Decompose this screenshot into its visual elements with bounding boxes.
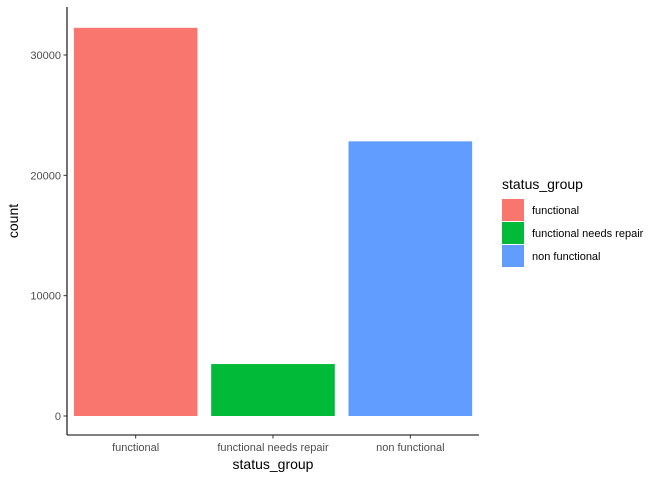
- x-tick-label: functional: [112, 442, 159, 454]
- legend-key-non-functional: [502, 245, 524, 267]
- legend-key-functional: [502, 199, 524, 221]
- y-tick-label: 10000: [30, 291, 61, 303]
- bar-non-functional: [348, 141, 473, 416]
- bar-functional-needs-repair: [211, 364, 335, 416]
- y-tick-label: 20000: [30, 170, 61, 182]
- legend-label: non functional: [532, 251, 601, 263]
- bars-layer: [73, 27, 473, 416]
- x-tick-label: non functional: [376, 442, 445, 454]
- legend-key-functional-needs-repair: [502, 222, 524, 244]
- legend-title: status_group: [502, 176, 583, 192]
- y-tick-label: 30000: [30, 50, 61, 62]
- bar-functional: [73, 27, 198, 416]
- x-tick-label: functional needs repair: [217, 442, 329, 454]
- x-axis-title: status_group: [233, 456, 314, 472]
- legend-items: functional functional needs repair non fun…: [502, 199, 644, 267]
- x-axis-ticks: functional functional needs repair non fun…: [112, 435, 445, 454]
- y-axis-ticks: 0 10000 20000 30000: [30, 50, 67, 423]
- legend-label: functional: [532, 205, 579, 217]
- legend: status_group functional functional needs …: [502, 176, 644, 267]
- y-axis-title: count: [5, 204, 21, 238]
- y-tick-label: 0: [55, 411, 61, 423]
- legend-label: functional needs repair: [532, 228, 644, 240]
